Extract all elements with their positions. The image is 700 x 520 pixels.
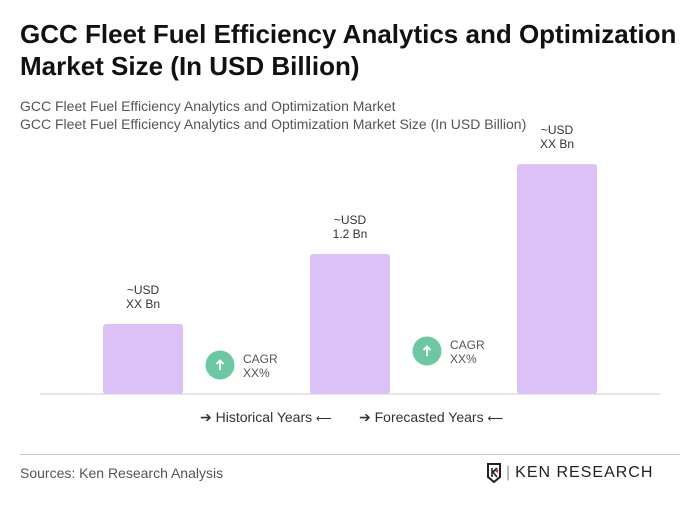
chart-title: GCC Fleet Fuel Efficiency Analytics and … <box>20 19 677 81</box>
legend-historical: ➔ Historical Years ⟵ <box>200 409 332 425</box>
data-label: 1.2 Bn <box>333 227 368 241</box>
data-label: ~USD <box>127 283 160 297</box>
ken-research-logo: | KEN RESEARCH <box>486 463 653 483</box>
chart-subtitle-2: GCC Fleet Fuel Efficiency Analytics and … <box>20 116 527 132</box>
legend-forecasted: ➔ Forecasted Years ⟵ <box>359 409 504 425</box>
chart-subtitle: GCC Fleet Fuel Efficiency Analytics and … <box>20 98 396 114</box>
data-label: XX Bn <box>126 297 160 311</box>
cagr-label: CAGR <box>450 338 485 352</box>
cagr-value: XX% <box>243 366 270 380</box>
data-label: ~USD <box>334 213 367 227</box>
legend-forecasted-label: Forecasted Years <box>374 409 484 425</box>
cagr-value: XX% <box>450 352 477 366</box>
bar <box>103 324 183 394</box>
logo-icon <box>487 463 501 483</box>
data-label: ~USD <box>541 123 574 137</box>
logo-text: KEN RESEARCH <box>515 464 654 481</box>
bar <box>517 164 597 394</box>
cagr-label: CAGR <box>243 352 278 366</box>
legend-historical-label: Historical Years <box>215 409 313 425</box>
data-label: XX Bn <box>540 137 574 151</box>
bar <box>310 254 390 394</box>
divider <box>20 454 680 455</box>
sources: Sources: Ken Research Analysis <box>20 465 224 481</box>
